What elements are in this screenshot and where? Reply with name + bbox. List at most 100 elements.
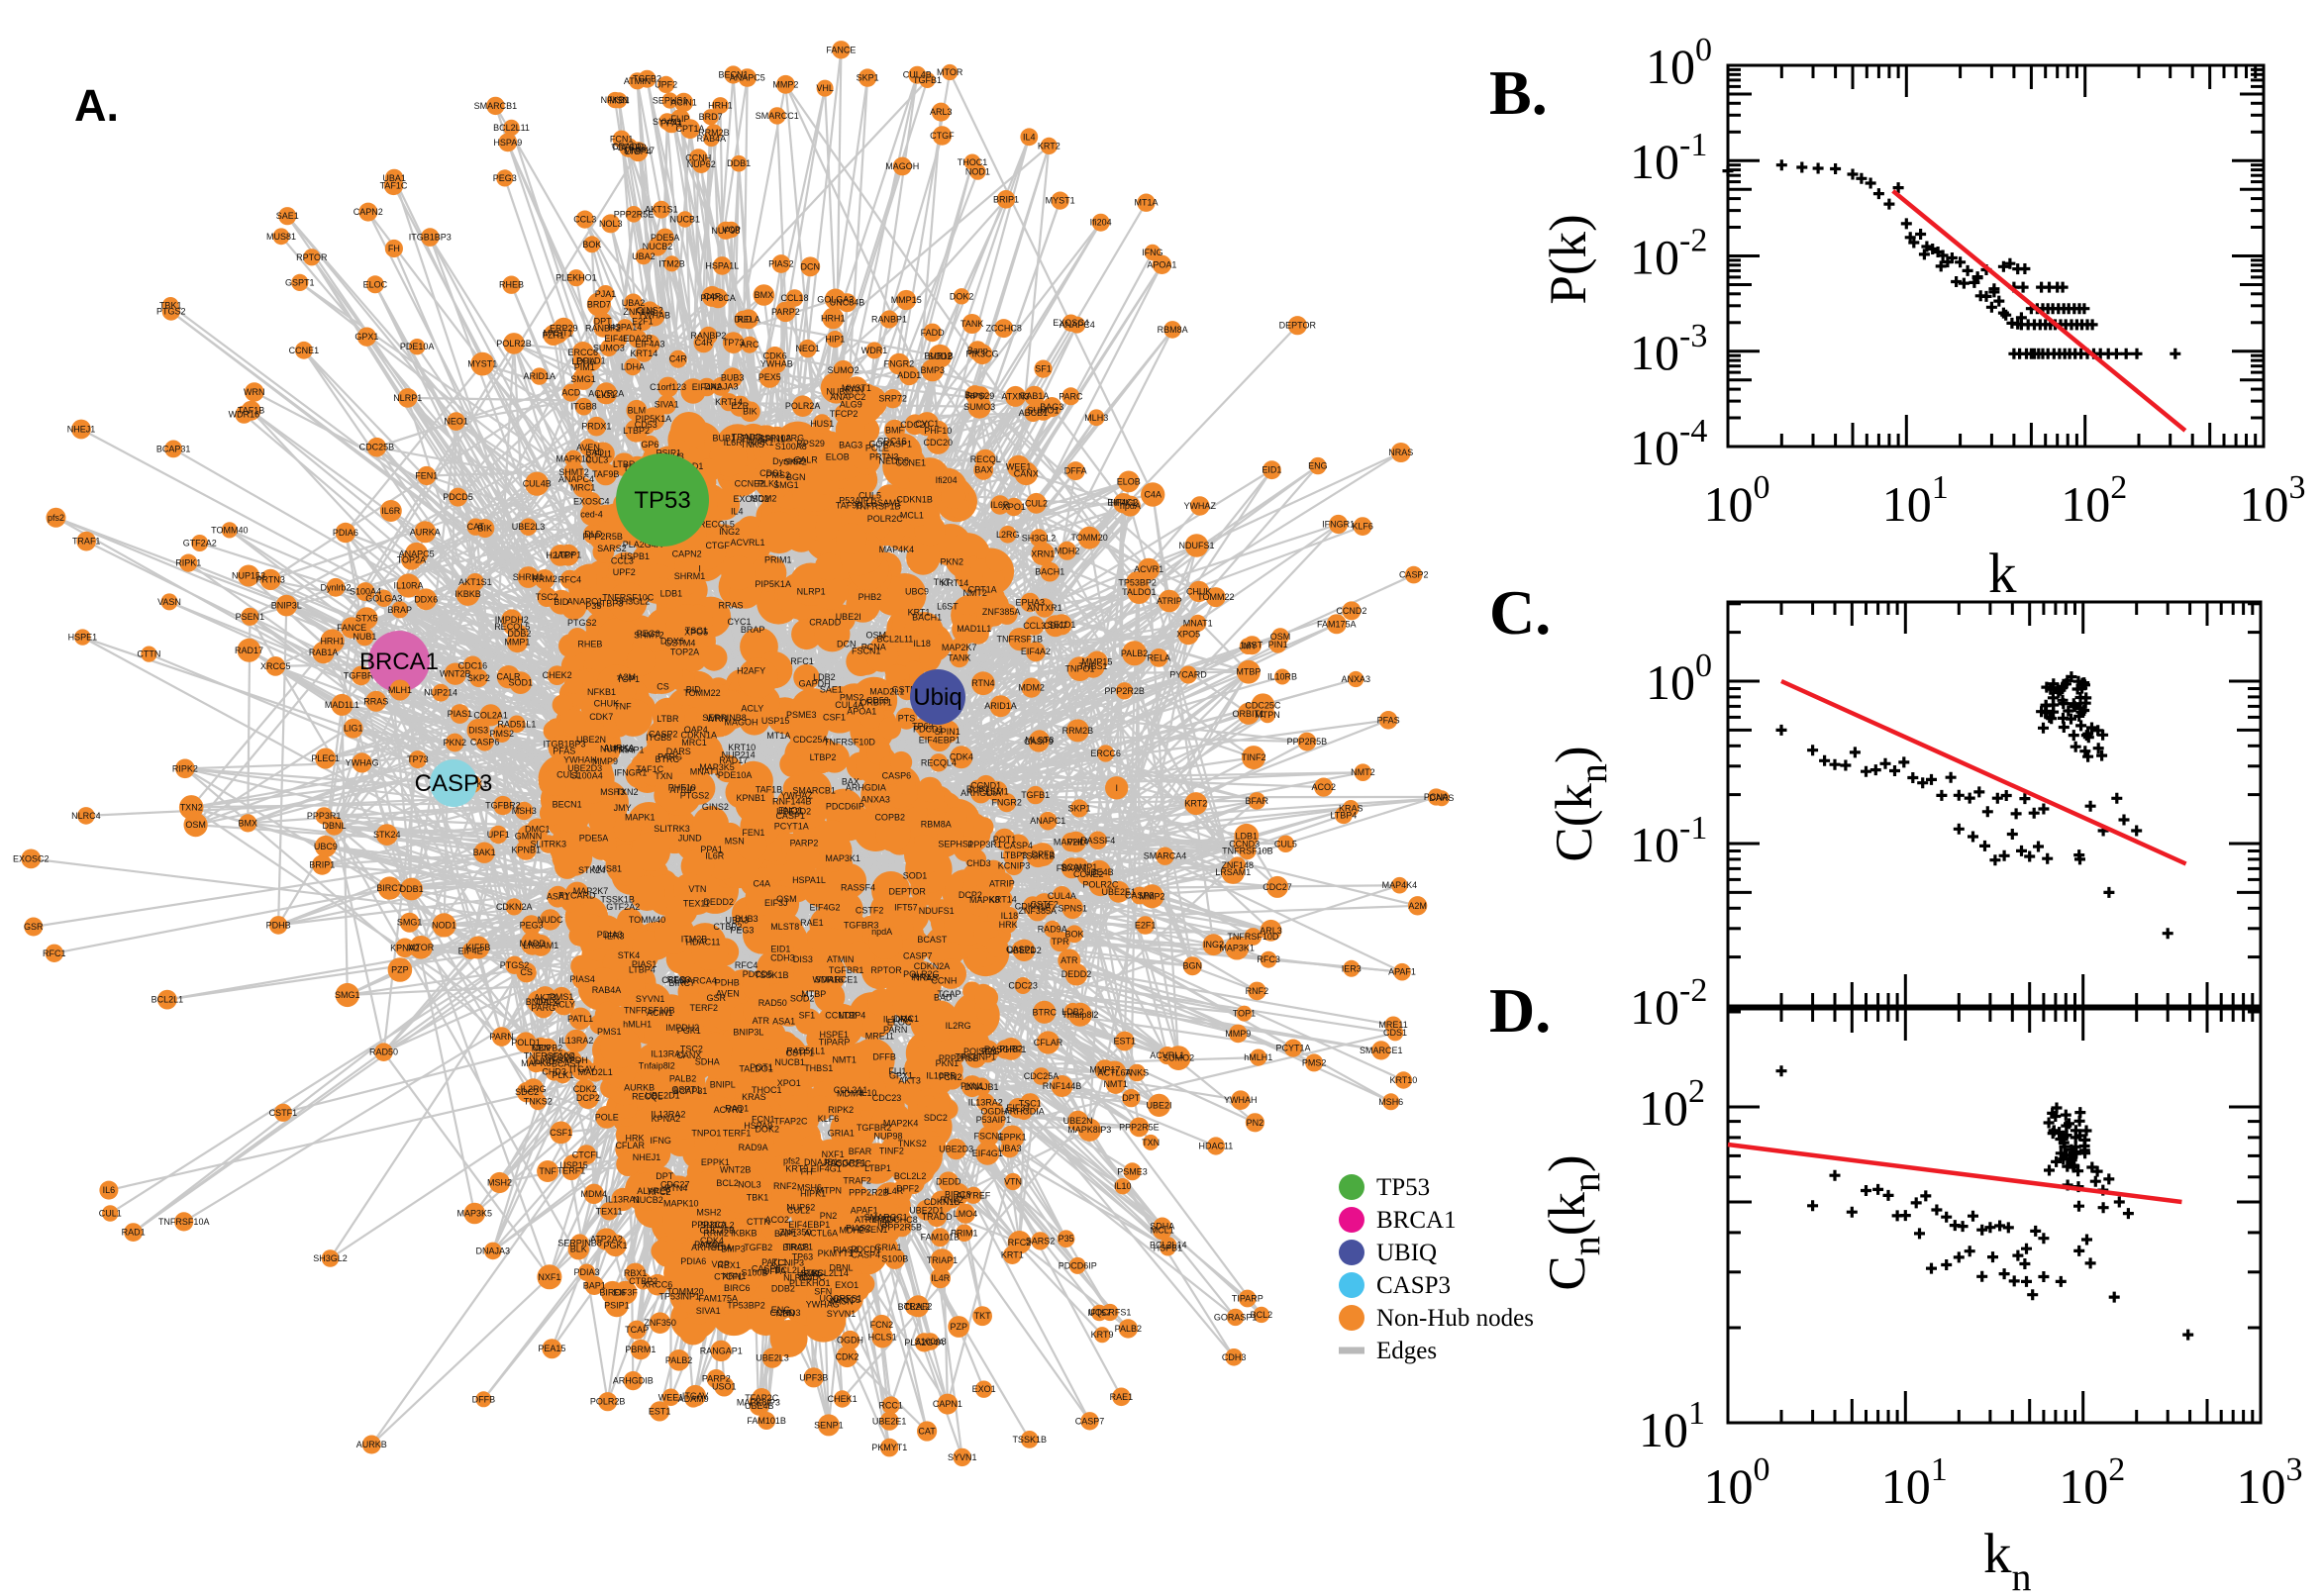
svg-text:XRN1: XRN1 bbox=[1031, 549, 1055, 558]
svg-text:BRD7: BRD7 bbox=[587, 299, 611, 309]
svg-text:EIF4G2: EIF4G2 bbox=[1107, 497, 1138, 507]
svg-text:HDAC11: HDAC11 bbox=[1198, 1142, 1233, 1151]
svg-text:CUL1: CUL1 bbox=[99, 1209, 122, 1219]
svg-text:TEX11: TEX11 bbox=[596, 1206, 623, 1216]
svg-text:FAM101B: FAM101B bbox=[747, 1416, 786, 1426]
svg-text:PPP3CA: PPP3CA bbox=[700, 293, 736, 303]
svg-text:NUB1: NUB1 bbox=[826, 387, 850, 397]
svg-text:TIPARP: TIPARP bbox=[1232, 1294, 1263, 1304]
svg-text:RPS29: RPS29 bbox=[966, 391, 995, 401]
svg-text:ARID1A: ARID1A bbox=[984, 701, 1017, 711]
svg-text:MAPK1: MAPK1 bbox=[625, 813, 656, 823]
svg-text:TKT: TKT bbox=[934, 577, 952, 587]
svg-text:RAB1A: RAB1A bbox=[1020, 391, 1050, 401]
svg-text:YWHAG: YWHAG bbox=[346, 757, 379, 767]
svg-text:TNFRSF10A: TNFRSF10A bbox=[158, 1217, 210, 1227]
svg-text:MRC1: MRC1 bbox=[681, 738, 707, 748]
svg-text:PPP2R5B: PPP2R5B bbox=[1287, 737, 1328, 747]
svg-text:DCP2: DCP2 bbox=[576, 1093, 600, 1103]
svg-text:RAE1: RAE1 bbox=[800, 918, 824, 928]
svg-text:C4A: C4A bbox=[1144, 490, 1162, 500]
svg-text:CUL4B: CUL4B bbox=[903, 70, 932, 80]
svg-text:YWHAZ: YWHAZ bbox=[780, 791, 813, 801]
svg-text:NEO1: NEO1 bbox=[444, 417, 468, 427]
svg-text:SOD1: SOD1 bbox=[903, 870, 928, 880]
svg-text:TP53INP1: TP53INP1 bbox=[659, 1292, 701, 1302]
svg-text:DPT: DPT bbox=[1122, 1093, 1141, 1103]
svg-text:RRAS: RRAS bbox=[363, 696, 388, 706]
svg-text:Ubiq: Ubiq bbox=[913, 684, 961, 711]
svg-text:k: k bbox=[1988, 543, 2017, 605]
svg-text:TRIAP1: TRIAP1 bbox=[927, 1255, 959, 1265]
svg-text:OGDH: OGDH bbox=[837, 1336, 863, 1346]
svg-text:BIRC7: BIRC7 bbox=[376, 883, 403, 893]
svg-text:SMG1: SMG1 bbox=[397, 918, 423, 928]
svg-text:DIS3: DIS3 bbox=[468, 726, 488, 736]
svg-text:PZP: PZP bbox=[391, 965, 409, 975]
svg-text:CHD3: CHD3 bbox=[966, 858, 991, 868]
svg-text:SCAMP1: SCAMP1 bbox=[1060, 862, 1097, 872]
svg-text:PIAS4: PIAS4 bbox=[569, 974, 595, 984]
svg-text:D.: D. bbox=[1489, 975, 1551, 1046]
svg-text:CHEK2: CHEK2 bbox=[543, 670, 572, 680]
svg-text:BAG3: BAG3 bbox=[839, 441, 862, 450]
svg-text:RAD9A: RAD9A bbox=[1038, 924, 1067, 934]
svg-text:PPP2R2B: PPP2R2B bbox=[849, 1188, 889, 1198]
svg-text:ced-4: ced-4 bbox=[580, 510, 603, 520]
svg-text:ZNF350: ZNF350 bbox=[779, 1227, 812, 1237]
svg-text:FCN2: FCN2 bbox=[870, 1320, 894, 1330]
svg-text:IL10RB: IL10RB bbox=[1267, 672, 1297, 682]
svg-text:EXO1: EXO1 bbox=[972, 1384, 996, 1394]
svg-text:EXO1: EXO1 bbox=[835, 1280, 858, 1290]
svg-text:UBE2D2: UBE2D2 bbox=[776, 806, 811, 816]
svg-text:TOP2A: TOP2A bbox=[397, 554, 426, 564]
svg-text:TFCP2: TFCP2 bbox=[830, 409, 858, 419]
svg-text:MLH1: MLH1 bbox=[388, 685, 412, 695]
svg-text:NUCB1: NUCB1 bbox=[774, 1057, 805, 1067]
svg-text:PKMYT1: PKMYT1 bbox=[871, 1443, 907, 1452]
svg-text:TXN: TXN bbox=[1142, 1138, 1160, 1147]
svg-text:AKT3: AKT3 bbox=[534, 993, 556, 1003]
svg-text:RAD17: RAD17 bbox=[235, 646, 263, 655]
svg-text:RAE1: RAE1 bbox=[1110, 1392, 1134, 1402]
svg-text:BTRC: BTRC bbox=[1032, 1007, 1057, 1017]
svg-text:BGN: BGN bbox=[1183, 961, 1203, 971]
svg-text:TSC2: TSC2 bbox=[680, 1044, 703, 1053]
svg-text:MAP3K5: MAP3K5 bbox=[457, 1209, 493, 1219]
svg-text:ATRIP: ATRIP bbox=[989, 879, 1015, 889]
svg-text:FADD: FADD bbox=[921, 328, 946, 338]
svg-text:RIPK1: RIPK1 bbox=[175, 558, 201, 568]
svg-text:IFT57: IFT57 bbox=[894, 903, 918, 913]
svg-text:BRIP1: BRIP1 bbox=[309, 860, 335, 870]
svg-text:IFNGR1: IFNGR1 bbox=[1322, 520, 1355, 530]
svg-text:HSPA9: HSPA9 bbox=[493, 138, 522, 148]
svg-text:RRAS: RRAS bbox=[718, 601, 743, 611]
svg-text:ARHGDIB: ARHGDIB bbox=[613, 1376, 654, 1386]
svg-text:LMO4: LMO4 bbox=[954, 1209, 978, 1219]
svg-text:CDC20: CDC20 bbox=[900, 420, 930, 430]
svg-text:TAF9B: TAF9B bbox=[592, 469, 619, 479]
svg-text:SARS2: SARS2 bbox=[1026, 1236, 1056, 1246]
svg-text:PEG3: PEG3 bbox=[493, 173, 517, 183]
svg-text:GSPT1: GSPT1 bbox=[285, 277, 315, 287]
svg-text:CTCFL: CTCFL bbox=[714, 1271, 743, 1281]
svg-text:C.: C. bbox=[1489, 577, 1551, 648]
svg-text:TBK1: TBK1 bbox=[747, 1193, 769, 1203]
svg-text:KRT14: KRT14 bbox=[630, 349, 657, 358]
svg-text:FAM175A: FAM175A bbox=[1317, 619, 1357, 629]
svg-text:APOA1: APOA1 bbox=[847, 707, 876, 717]
svg-text:P35: P35 bbox=[1059, 1234, 1074, 1244]
svg-text:PHB2: PHB2 bbox=[999, 1044, 1023, 1053]
svg-text:MAP2K7: MAP2K7 bbox=[942, 643, 977, 652]
svg-text:JMY: JMY bbox=[614, 803, 632, 813]
svg-text:TRAF1: TRAF1 bbox=[72, 537, 101, 547]
svg-text:CCND2: CCND2 bbox=[1336, 606, 1366, 616]
svg-text:LTBP4: LTBP4 bbox=[629, 965, 656, 975]
svg-text:CASP7: CASP7 bbox=[903, 951, 933, 961]
svg-text:AURKA: AURKA bbox=[410, 527, 441, 537]
svg-text:RFC4: RFC4 bbox=[558, 574, 582, 584]
svg-text:SDHA: SDHA bbox=[1150, 1222, 1174, 1232]
svg-text:PLEC1: PLEC1 bbox=[311, 753, 340, 763]
svg-text:IL4: IL4 bbox=[1023, 132, 1036, 142]
svg-text:BIRC6: BIRC6 bbox=[724, 1283, 751, 1293]
